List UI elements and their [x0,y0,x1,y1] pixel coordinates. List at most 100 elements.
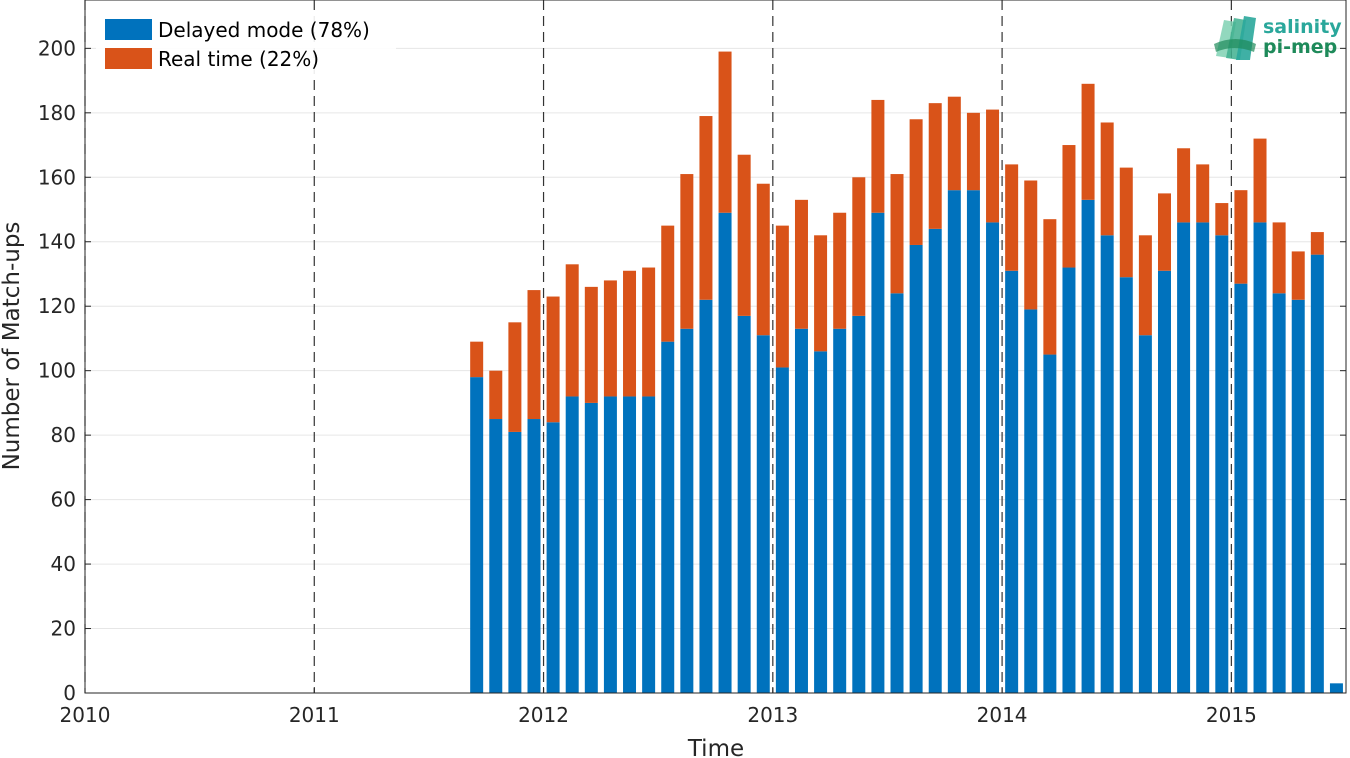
bar-segment-real-time [928,103,942,229]
bar-segment-delayed-mode [909,244,923,693]
year-divider-layer [84,0,1232,693]
plot-area-frame [84,0,1347,694]
y-tick-label: 120 [38,294,76,318]
bar-segment-delayed-mode [584,402,598,693]
logo-text-pi-mep: pi-mep [1263,36,1337,58]
bar-segment-real-time [718,51,732,213]
bar-segment-delayed-mode [508,431,522,693]
bar-segment-real-time [909,119,923,245]
y-tick-label: 160 [38,165,76,189]
bar-segment-real-time [1043,219,1057,355]
bar-segment-delayed-mode [737,315,751,693]
bar-segment-real-time [584,286,598,403]
bar-segment-real-time [661,225,675,342]
bar-segment-delayed-mode [718,212,732,694]
bar-segment-delayed-mode [527,419,541,693]
bar-segment-real-time [1024,180,1038,310]
bar-segment-delayed-mode [1043,354,1057,693]
bar-segment-real-time [1005,164,1019,271]
bar-segment-delayed-mode [470,377,484,693]
bar-segment-real-time [1291,251,1305,300]
bar-segment-delayed-mode [1005,270,1019,693]
x-tick-label: 2015 [1206,703,1257,727]
bar-segment-delayed-mode [565,396,579,693]
bars-layer [470,51,1343,694]
grid-layer [85,47,1346,630]
bar-segment-delayed-mode [1272,293,1286,693]
bar-segment-delayed-mode [699,299,713,693]
bar-segment-delayed-mode [546,422,560,693]
bar-segment-real-time [1196,164,1210,223]
bar-segment-delayed-mode [966,190,980,693]
bar-segment-real-time [546,296,560,423]
y-tick-label: 180 [38,101,76,125]
bar-segment-delayed-mode [756,335,770,693]
bar-segment-delayed-mode [623,396,637,693]
bar-segment-real-time [623,270,637,397]
bar-segment-real-time [986,109,1000,223]
bar-segment-delayed-mode [1215,235,1229,693]
x-tick-label: 2014 [977,703,1028,727]
bar-segment-real-time [642,267,656,397]
bar-segment-real-time [1215,203,1229,236]
bar-segment-real-time [737,154,751,316]
legend-swatch-real-time [105,48,152,69]
legend: Delayed mode (78%) Real time (22%) [96,12,396,74]
salinity-pi-mep-logo: salinity pi-mep [1214,16,1342,60]
bar-segment-real-time [947,96,961,191]
legend-label-delayed-mode: Delayed mode (78%) [158,18,370,42]
y-tick-label: 0 [63,681,76,705]
bar-segment-delayed-mode [890,293,904,693]
bar-segment-real-time [1062,145,1076,268]
bar-segment-real-time [871,99,885,213]
bar-segment-delayed-mode [1310,254,1324,693]
y-tick-label: 80 [51,423,76,447]
y-tick-label: 60 [51,488,76,512]
x-tick-label: 2011 [289,703,340,727]
bar-segment-delayed-mode [603,396,617,693]
bar-segment-delayed-mode [1234,283,1248,693]
y-tick-layer: 0 20 40 60 80 100 120 140 160 180 200 [38,36,1346,705]
bar-segment-real-time [756,183,770,336]
bar-segment-delayed-mode [1329,683,1343,693]
y-tick-label: 100 [38,359,76,383]
bar-segment-delayed-mode [680,328,694,693]
bar-segment-real-time [890,174,904,294]
bar-segment-delayed-mode [1291,299,1305,693]
bar-segment-delayed-mode [1138,335,1152,693]
y-tick-label: 140 [38,230,76,254]
bar-segment-delayed-mode [1024,309,1038,693]
bar-segment-real-time [1138,235,1152,336]
bar-segment-real-time [603,280,617,397]
x-tick-layer: 2010 2011 2012 2013 2014 2015 [60,687,1257,727]
x-tick-label: 2010 [60,703,111,727]
bar-segment-real-time [508,322,522,432]
bar-segment-delayed-mode [833,328,847,693]
bar-segment-real-time [1081,83,1095,200]
bar-segment-real-time [1100,122,1114,236]
bar-segment-delayed-mode [1100,235,1114,693]
bar-segment-real-time [1272,222,1286,294]
x-tick-label: 2013 [747,703,798,727]
logo-wave-icon [1214,16,1256,60]
bar-segment-delayed-mode [986,222,1000,693]
bar-segment-real-time [489,370,503,420]
bar-segment-delayed-mode [794,328,808,693]
bar-segment-real-time [1310,232,1324,255]
bar-segment-delayed-mode [928,228,942,693]
bar-segment-real-time [794,199,808,329]
bar-segment-delayed-mode [1177,222,1191,693]
bar-segment-delayed-mode [642,396,656,693]
bar-segment-delayed-mode [775,367,789,693]
y-tick-label: 40 [51,552,76,576]
bar-segment-delayed-mode [1157,270,1171,693]
bar-segment-delayed-mode [1119,277,1133,693]
x-axis-title: Time [687,736,744,758]
bar-segment-delayed-mode [489,419,503,693]
bar-segment-delayed-mode [871,212,885,694]
legend-swatch-delayed-mode [105,19,152,40]
bar-segment-real-time [1157,193,1171,271]
bar-segment-real-time [833,212,847,329]
y-tick-label: 200 [38,36,76,60]
